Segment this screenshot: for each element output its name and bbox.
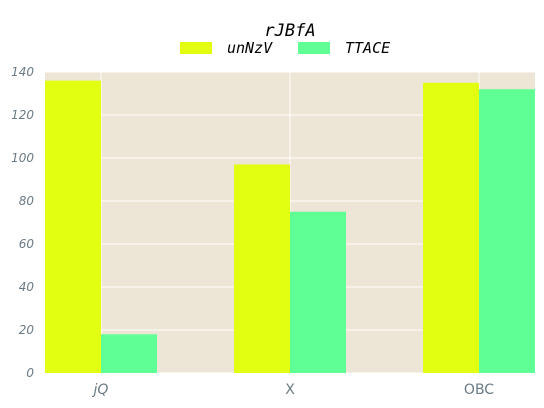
- x-tick-label: jQ: [92, 382, 109, 398]
- legend-swatch: [180, 42, 212, 54]
- y-tick-label: 0: [26, 366, 34, 380]
- x-tick-label: OBC: [464, 382, 494, 398]
- legend-swatch: [298, 42, 330, 54]
- y-tick-label: 140: [11, 65, 34, 79]
- legend: unNzV TTACE: [180, 39, 390, 57]
- y-tick-label: 40: [19, 280, 35, 294]
- y-tick-label: 60: [19, 237, 35, 251]
- bar-TTACE-jQ: [101, 334, 157, 373]
- y-tick-label: 120: [11, 108, 34, 122]
- y-tick-label: 20: [19, 323, 35, 337]
- y-tick-label: 100: [11, 151, 34, 165]
- bars: [45, 80, 535, 373]
- y-tick-label: 80: [19, 194, 35, 208]
- legend-label: unNzV: [227, 39, 273, 57]
- bar-unNzV-OBC: [423, 82, 479, 373]
- bar-unNzV-X: [234, 164, 290, 373]
- bar-TTACE-X: [290, 211, 346, 373]
- bar-unNzV-jQ: [45, 80, 101, 373]
- chart-title: rJBfA: [264, 21, 315, 41]
- x-tick-label: X: [285, 382, 295, 398]
- x-axis-ticks: jQ X OBC: [92, 382, 495, 398]
- bar-TTACE-OBC: [479, 89, 535, 373]
- y-axis-ticks: 0 20 40 60 80 100 120 140: [11, 65, 34, 380]
- legend-label: TTACE: [345, 39, 390, 57]
